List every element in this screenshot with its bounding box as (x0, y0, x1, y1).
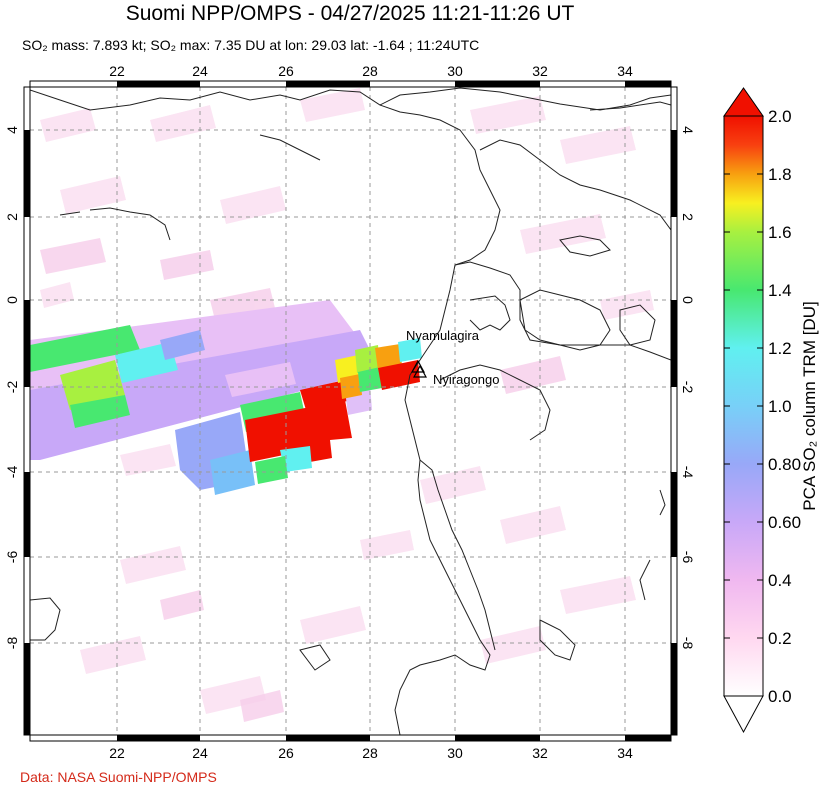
colorbar-tick-label: 1.0 (768, 397, 792, 416)
colorbar-tick-label: 0.0 (768, 687, 792, 706)
lon-tick-top: 24 (192, 63, 208, 79)
lon-tick-bottom: 34 (617, 745, 633, 761)
lat-ticks-right: 4 2 0 -2 -4 -6 -8 (680, 126, 696, 649)
lon-ticks-bottom: 22 24 26 28 30 32 34 (109, 745, 633, 761)
map-frame (23, 80, 678, 742)
map-title: Suomi NPP/OMPS - 04/27/2025 11:21-11:26 … (125, 2, 575, 25)
lat-tick-right: 0 (680, 296, 696, 304)
lat-ticks-left: 4 2 0 -2 -4 -6 -8 (4, 126, 20, 649)
lat-tick-right: -8 (680, 637, 696, 650)
volcano-markers: Nyamulagira Nyiragongo (406, 328, 500, 387)
nyiragongo-label: Nyiragongo (433, 372, 500, 387)
lon-tick-bottom: 26 (278, 745, 294, 761)
lat-tick-right: 4 (680, 126, 696, 134)
lon-tick-top: 28 (362, 63, 378, 79)
lon-tick-top: 34 (617, 63, 633, 79)
colorbar-min-arrow-icon (723, 695, 764, 734)
colorbar-tick-label: 1.8 (768, 165, 792, 184)
background-noise-pixels (40, 88, 654, 714)
lat-tick-left: 2 (4, 213, 20, 221)
colorbar-tick-labels: 2.0 1.8 1.6 1.4 1.2 1.0 0.80 0.60 0.4 0.… (768, 107, 801, 706)
lat-tick-left: 0 (4, 296, 20, 304)
colorbar-ticks (724, 173, 763, 639)
colorbar-tick-label: 0.80 (768, 455, 801, 474)
colorbar-tick-label: 1.6 (768, 223, 792, 242)
lon-tick-bottom: 28 (362, 745, 378, 761)
lat-tick-right: -2 (680, 381, 696, 394)
colorbar-max-arrow-icon (723, 87, 764, 117)
nyamulagira-label: Nyamulagira (406, 328, 480, 343)
so2-summary: SO₂ mass: 7.893 kt; SO₂ max: 7.35 DU at … (22, 37, 480, 53)
lon-tick-top: 32 (532, 63, 548, 79)
lat-tick-left: -2 (4, 381, 20, 394)
colorbar-tick-label: 0.2 (768, 629, 792, 648)
lon-ticks-top: 22 24 26 28 30 32 34 (109, 63, 633, 79)
colorbar-tick-label: 1.4 (768, 281, 792, 300)
colorbar: 2.0 1.8 1.6 1.4 1.2 1.0 0.80 0.60 0.4 0.… (723, 87, 819, 734)
data-credit: Data: NASA Suomi-NPP/OMPS (20, 769, 217, 785)
lat-tick-right: -4 (680, 466, 696, 479)
country-borders (30, 87, 671, 735)
lat-tick-right: 2 (680, 213, 696, 221)
lon-tick-top: 26 (278, 63, 294, 79)
nyamulagira-marker-icon (410, 359, 426, 373)
lat-tick-left: -4 (4, 466, 20, 479)
lon-tick-bottom: 32 (532, 745, 548, 761)
lat-tick-left: -6 (4, 551, 20, 564)
lon-tick-bottom: 24 (192, 745, 208, 761)
colorbar-tick-label: 1.2 (768, 339, 792, 358)
lon-tick-bottom: 30 (447, 745, 463, 761)
so2-plume (30, 300, 422, 495)
graticule (30, 87, 671, 735)
map-area: Nyamulagira Nyiragongo (30, 87, 671, 735)
lon-tick-top: 22 (109, 63, 125, 79)
lon-tick-bottom: 22 (109, 745, 125, 761)
colorbar-title: PCA SO₂ column TRM [DU] (800, 301, 819, 510)
colorbar-tick-label: 0.4 (768, 571, 792, 590)
colorbar-gradient (723, 115, 764, 697)
lat-tick-right: -6 (680, 551, 696, 564)
lat-tick-left: -8 (4, 637, 20, 650)
nyiragongo-marker-icon (412, 364, 428, 378)
colorbar-tick-label: 2.0 (768, 107, 792, 126)
lat-tick-left: 4 (4, 126, 20, 134)
lon-tick-top: 30 (447, 63, 463, 79)
colorbar-tick-label: 0.60 (768, 513, 801, 532)
